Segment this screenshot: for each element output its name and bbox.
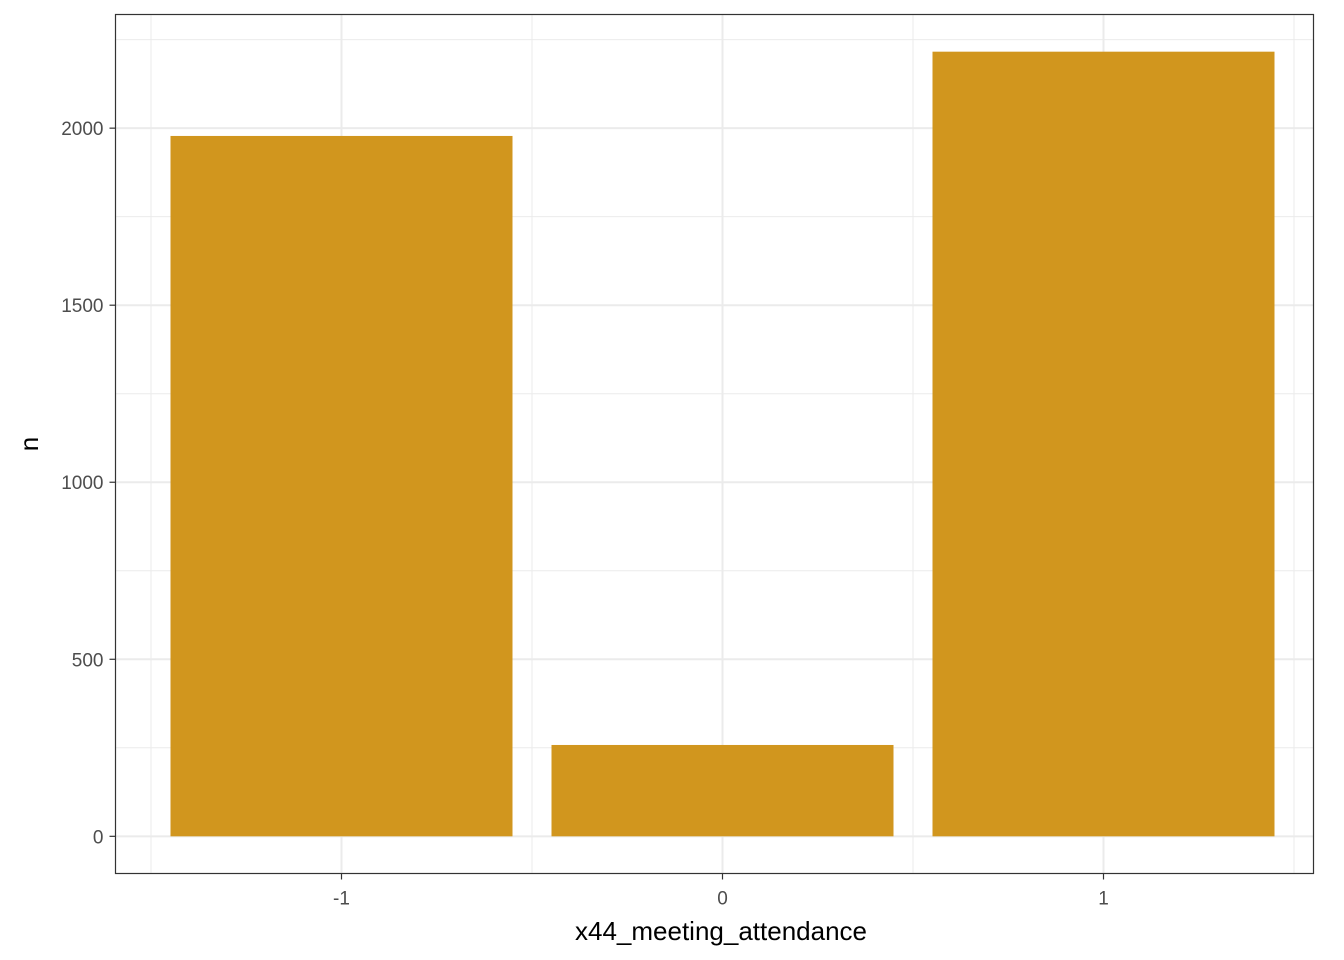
x-axis-title: x44_meeting_attendance: [575, 916, 867, 946]
plot-panel-border: [114, 13, 1315, 875]
bar-1: [932, 51, 1275, 837]
y-tick-label: 500: [72, 650, 104, 671]
x-axis: -1 0 1: [333, 873, 1109, 910]
x-tick-label: 0: [717, 889, 728, 910]
x-tick-label: -1: [333, 889, 350, 910]
y-tick-label: 2000: [61, 119, 103, 140]
y-tick-label: 1000: [61, 473, 103, 494]
bar-0: [551, 744, 894, 837]
y-tick-label: 1500: [61, 296, 103, 317]
y-tick-label: 0: [93, 827, 104, 848]
y-axis: 0 500 1000 1500 2000: [61, 119, 116, 848]
x-tick-label: 1: [1098, 889, 1109, 910]
bars: [170, 51, 1275, 837]
y-axis-title: n: [14, 437, 44, 451]
bar--1: [170, 135, 513, 837]
